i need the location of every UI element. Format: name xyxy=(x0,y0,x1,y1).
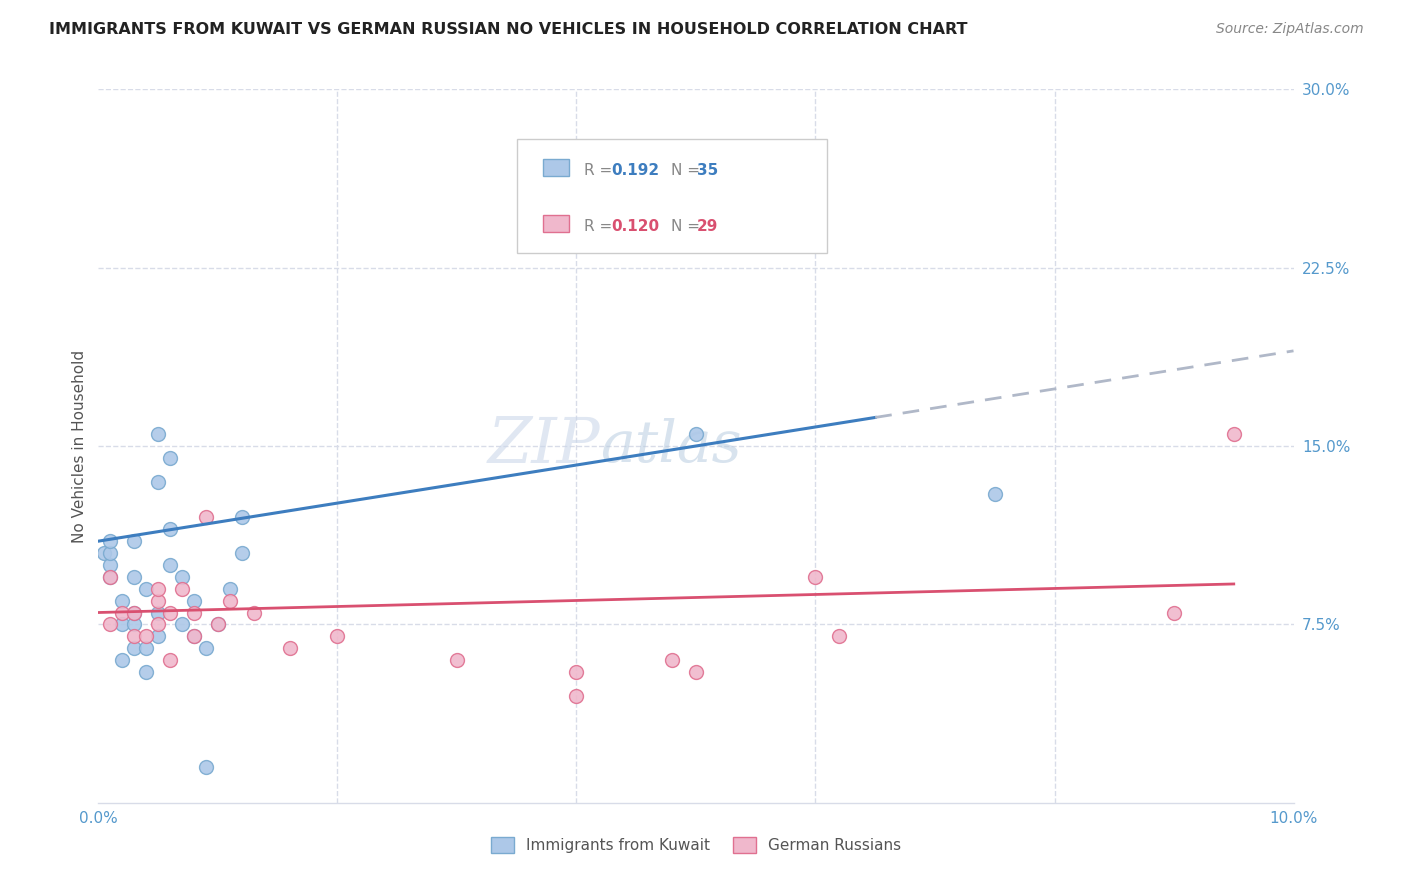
Point xyxy=(124,617,146,632)
Point xyxy=(565,665,588,679)
Point xyxy=(219,593,242,607)
Point xyxy=(661,653,683,667)
Point xyxy=(98,617,122,632)
Text: 0.120: 0.120 xyxy=(612,219,659,234)
Point xyxy=(93,546,115,560)
Point xyxy=(124,570,146,584)
Point xyxy=(159,558,181,572)
Point xyxy=(446,653,468,667)
Point xyxy=(231,510,253,524)
Text: N =: N = xyxy=(671,163,704,178)
Point xyxy=(111,606,134,620)
Point xyxy=(172,570,194,584)
Point xyxy=(828,629,851,643)
Point xyxy=(219,582,242,596)
Point xyxy=(195,510,218,524)
Point xyxy=(124,641,146,656)
Point xyxy=(207,617,229,632)
Point xyxy=(135,629,157,643)
Point xyxy=(135,665,157,679)
Point xyxy=(984,486,1007,500)
Point xyxy=(111,653,134,667)
Point xyxy=(159,450,181,465)
Point xyxy=(159,522,181,536)
Point xyxy=(98,558,122,572)
Legend: Immigrants from Kuwait, German Russians: Immigrants from Kuwait, German Russians xyxy=(485,831,907,859)
Point xyxy=(231,546,253,560)
Point xyxy=(183,629,205,643)
Bar xyxy=(543,159,569,177)
Text: 0.192: 0.192 xyxy=(612,163,659,178)
Text: N =: N = xyxy=(671,219,704,234)
Point xyxy=(148,606,170,620)
Point xyxy=(111,593,134,607)
Point xyxy=(207,617,229,632)
Point xyxy=(565,689,588,703)
Point xyxy=(1163,606,1185,620)
Point xyxy=(685,427,707,442)
Point xyxy=(685,665,707,679)
Point xyxy=(326,629,349,643)
Point xyxy=(111,617,134,632)
Point xyxy=(183,629,205,643)
FancyBboxPatch shape xyxy=(517,139,827,253)
Point xyxy=(124,606,146,620)
Point xyxy=(148,582,170,596)
Point xyxy=(124,534,146,549)
Point xyxy=(172,582,194,596)
Point xyxy=(243,606,266,620)
Text: atlas: atlas xyxy=(600,417,742,475)
Point xyxy=(195,760,218,774)
Point xyxy=(98,570,122,584)
Bar xyxy=(543,215,569,232)
Text: Source: ZipAtlas.com: Source: ZipAtlas.com xyxy=(1216,22,1364,37)
Text: 29: 29 xyxy=(697,219,718,234)
Point xyxy=(124,629,146,643)
Point xyxy=(278,641,301,656)
Point xyxy=(98,546,122,560)
Point xyxy=(148,593,170,607)
Text: R =: R = xyxy=(583,219,617,234)
Text: ZIP: ZIP xyxy=(488,415,600,477)
Text: IMMIGRANTS FROM KUWAIT VS GERMAN RUSSIAN NO VEHICLES IN HOUSEHOLD CORRELATION CH: IMMIGRANTS FROM KUWAIT VS GERMAN RUSSIAN… xyxy=(49,22,967,37)
Point xyxy=(135,582,157,596)
Point xyxy=(124,606,146,620)
Point xyxy=(804,570,827,584)
Y-axis label: No Vehicles in Household: No Vehicles in Household xyxy=(72,350,87,542)
Point xyxy=(135,641,157,656)
Point xyxy=(98,570,122,584)
Point xyxy=(195,641,218,656)
Point xyxy=(148,629,170,643)
Point xyxy=(148,475,170,489)
Point xyxy=(183,593,205,607)
Text: R =: R = xyxy=(583,163,617,178)
Point xyxy=(148,427,170,442)
Point xyxy=(183,606,205,620)
Point xyxy=(159,653,181,667)
Text: 35: 35 xyxy=(697,163,718,178)
Point xyxy=(1223,427,1246,442)
Point xyxy=(172,617,194,632)
Point xyxy=(159,606,181,620)
Point xyxy=(98,534,122,549)
Point xyxy=(148,617,170,632)
